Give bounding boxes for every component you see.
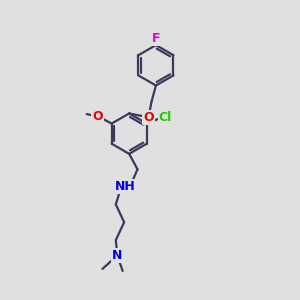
- Text: F: F: [152, 32, 160, 45]
- Text: O: O: [143, 111, 154, 124]
- Text: NH: NH: [115, 180, 136, 193]
- Text: N: N: [112, 249, 122, 262]
- Text: Cl: Cl: [158, 111, 172, 124]
- Text: O: O: [92, 110, 103, 123]
